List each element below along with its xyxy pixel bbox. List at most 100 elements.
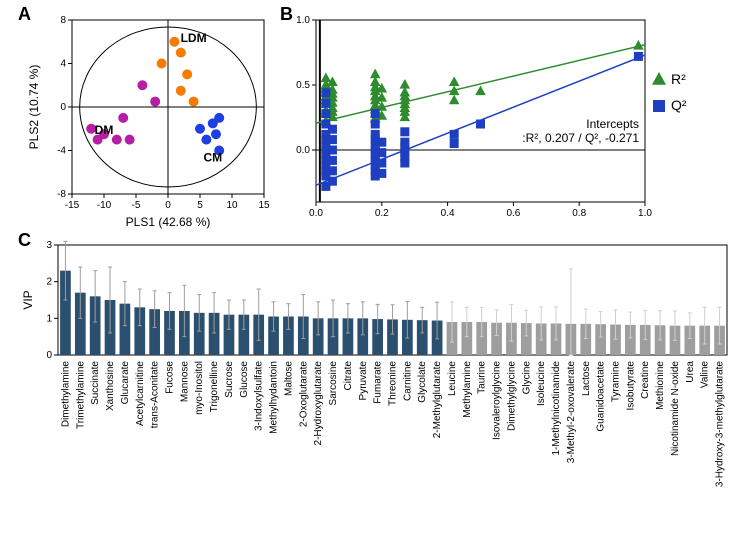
marker-square	[450, 130, 459, 139]
svg-text:-5: -5	[132, 200, 141, 211]
svg-text:3: 3	[46, 240, 52, 251]
vip-bar-label: Fumarate	[373, 361, 384, 404]
scatter-point	[183, 70, 192, 79]
vip-bar-label: trans-Aconitate	[150, 361, 161, 429]
vip-bar-label: Trimethylamine	[75, 361, 86, 429]
scatter-point	[215, 113, 224, 122]
marker-square	[321, 88, 330, 97]
scatter-point	[212, 130, 221, 139]
marker-square	[377, 138, 386, 147]
svg-text:0.5: 0.5	[296, 80, 310, 91]
svg-text:0: 0	[46, 350, 52, 361]
svg-text:0.0: 0.0	[296, 145, 310, 156]
scatter-point	[157, 59, 166, 68]
vip-bar-label: Methionine	[655, 361, 666, 410]
marker-square	[377, 159, 386, 168]
svg-text:0.4: 0.4	[441, 208, 455, 219]
vip-bar-label: Pyruvate	[358, 361, 369, 401]
vip-bar-label: 1-Methylnicotinamide	[551, 361, 562, 456]
vip-bar-label: 3-Methyl-2-oxovalerate	[566, 361, 577, 464]
vip-bar-label: Creatine	[640, 361, 651, 399]
scatter-point	[151, 97, 160, 106]
marker-square	[400, 143, 409, 152]
marker-square	[328, 156, 337, 165]
vip-bar-label: 2-Methylglutarate	[432, 361, 443, 439]
marker-square	[371, 109, 380, 118]
vip-bar-label: Isovaleroylglycine	[492, 361, 503, 440]
vip-bar-label: Isoleucine	[536, 361, 547, 406]
marker-square	[377, 148, 386, 157]
svg-text:0.2: 0.2	[375, 208, 389, 219]
scatter-point	[176, 86, 185, 95]
vip-bar-label: Sucrose	[224, 361, 235, 398]
svg-text::R², 0.207 / Q², -0.271: :R², 0.207 / Q², -0.271	[522, 131, 639, 145]
legend-label: R²	[671, 71, 686, 87]
svg-text:-10: -10	[97, 200, 112, 211]
vip-bar-label: Glycolate	[417, 361, 428, 403]
svg-text:0.6: 0.6	[506, 208, 520, 219]
svg-text:DM: DM	[95, 123, 114, 137]
legend-label: Q²	[671, 97, 687, 113]
scatter-point	[119, 113, 128, 122]
marker-square	[400, 127, 409, 136]
marker-square	[321, 99, 330, 108]
marker-square	[400, 153, 409, 162]
vip-bar-label: Dimethylglycine	[506, 361, 517, 431]
vip-bar-label: 3-Indoxylsulfate	[254, 361, 265, 431]
marker-square	[328, 177, 337, 186]
svg-text:PLS1 (42.68 %): PLS1 (42.68 %)	[126, 215, 211, 229]
scatter-point	[176, 48, 185, 57]
svg-text:Intercepts: Intercepts	[586, 117, 639, 131]
vip-bar-label: Carnitine	[402, 361, 413, 401]
vip-bar-label: Glycine	[521, 361, 532, 395]
svg-text:10: 10	[226, 200, 238, 211]
svg-text:5: 5	[197, 200, 203, 211]
vip-bar-label: Xanthosine	[105, 361, 116, 411]
vip-bar-label: Valine	[700, 361, 711, 388]
vip-bar-label: Fucose	[165, 361, 176, 394]
vip-bar-label: 2-Hydroxyglutarate	[313, 361, 324, 446]
vip-bar-label: Glucose	[239, 361, 250, 398]
vip-bar-label: Guanidoacetate	[596, 361, 607, 432]
svg-text:-4: -4	[57, 146, 66, 157]
vip-bar-label: Trigonelline	[209, 361, 220, 413]
svg-text:CM: CM	[203, 150, 222, 164]
scatter-point	[138, 81, 147, 90]
svg-text:-8: -8	[57, 189, 66, 200]
vip-bar-label: Dimethylamine	[60, 361, 71, 428]
svg-text:4: 4	[60, 59, 66, 70]
svg-text:VIP: VIP	[21, 290, 35, 309]
vip-bar-label: Threonine	[388, 361, 399, 406]
svg-text:LDM: LDM	[181, 31, 207, 45]
vip-bar-label: Taurine	[477, 361, 488, 394]
scatter-point	[196, 124, 205, 133]
vip-bar-label: Leucine	[447, 361, 458, 396]
marker-square	[450, 139, 459, 148]
vip-bar-label: Sarcosine	[328, 361, 339, 406]
svg-text:0: 0	[165, 200, 171, 211]
vip-bar-label: Mannose	[179, 361, 190, 403]
vip-bar-label: Isobutyrate	[625, 361, 636, 411]
svg-text:0: 0	[60, 102, 66, 113]
vip-bar-label: Urea	[685, 361, 696, 383]
marker-square	[328, 135, 337, 144]
svg-text:2: 2	[46, 277, 52, 288]
vip-bar-label: Acetylcarnitine	[135, 361, 146, 426]
panel-a-chart: -15-10-5051015-8-4048PLS1 (42.68 %)PLS2 …	[24, 10, 274, 230]
vip-bar-label: 3-Hydroxy-3-methylglutarate	[715, 361, 726, 488]
svg-text:15: 15	[258, 200, 270, 211]
figure-container: A B C -15-10-5051015-8-4048PLS1 (42.68 %…	[0, 0, 739, 539]
vip-bar-label: Lactose	[581, 361, 592, 396]
svg-text:0.8: 0.8	[572, 208, 586, 219]
marker-square	[321, 109, 330, 118]
vip-bar-label: Nicotinamide N-oxide	[670, 361, 681, 456]
marker-square	[328, 166, 337, 175]
marker-square	[371, 120, 380, 129]
marker-square	[328, 146, 337, 155]
vip-bar-label: Tyramine	[611, 361, 622, 403]
marker-square	[634, 52, 643, 61]
vip-bar-label: Glucarate	[120, 361, 131, 405]
scatter-point	[170, 37, 179, 46]
panel-b-chart: 0.00.20.40.60.81.00.00.51.0R²Q²Intercept…	[280, 10, 725, 230]
vip-bar-label: myo-Inositol	[194, 361, 205, 415]
